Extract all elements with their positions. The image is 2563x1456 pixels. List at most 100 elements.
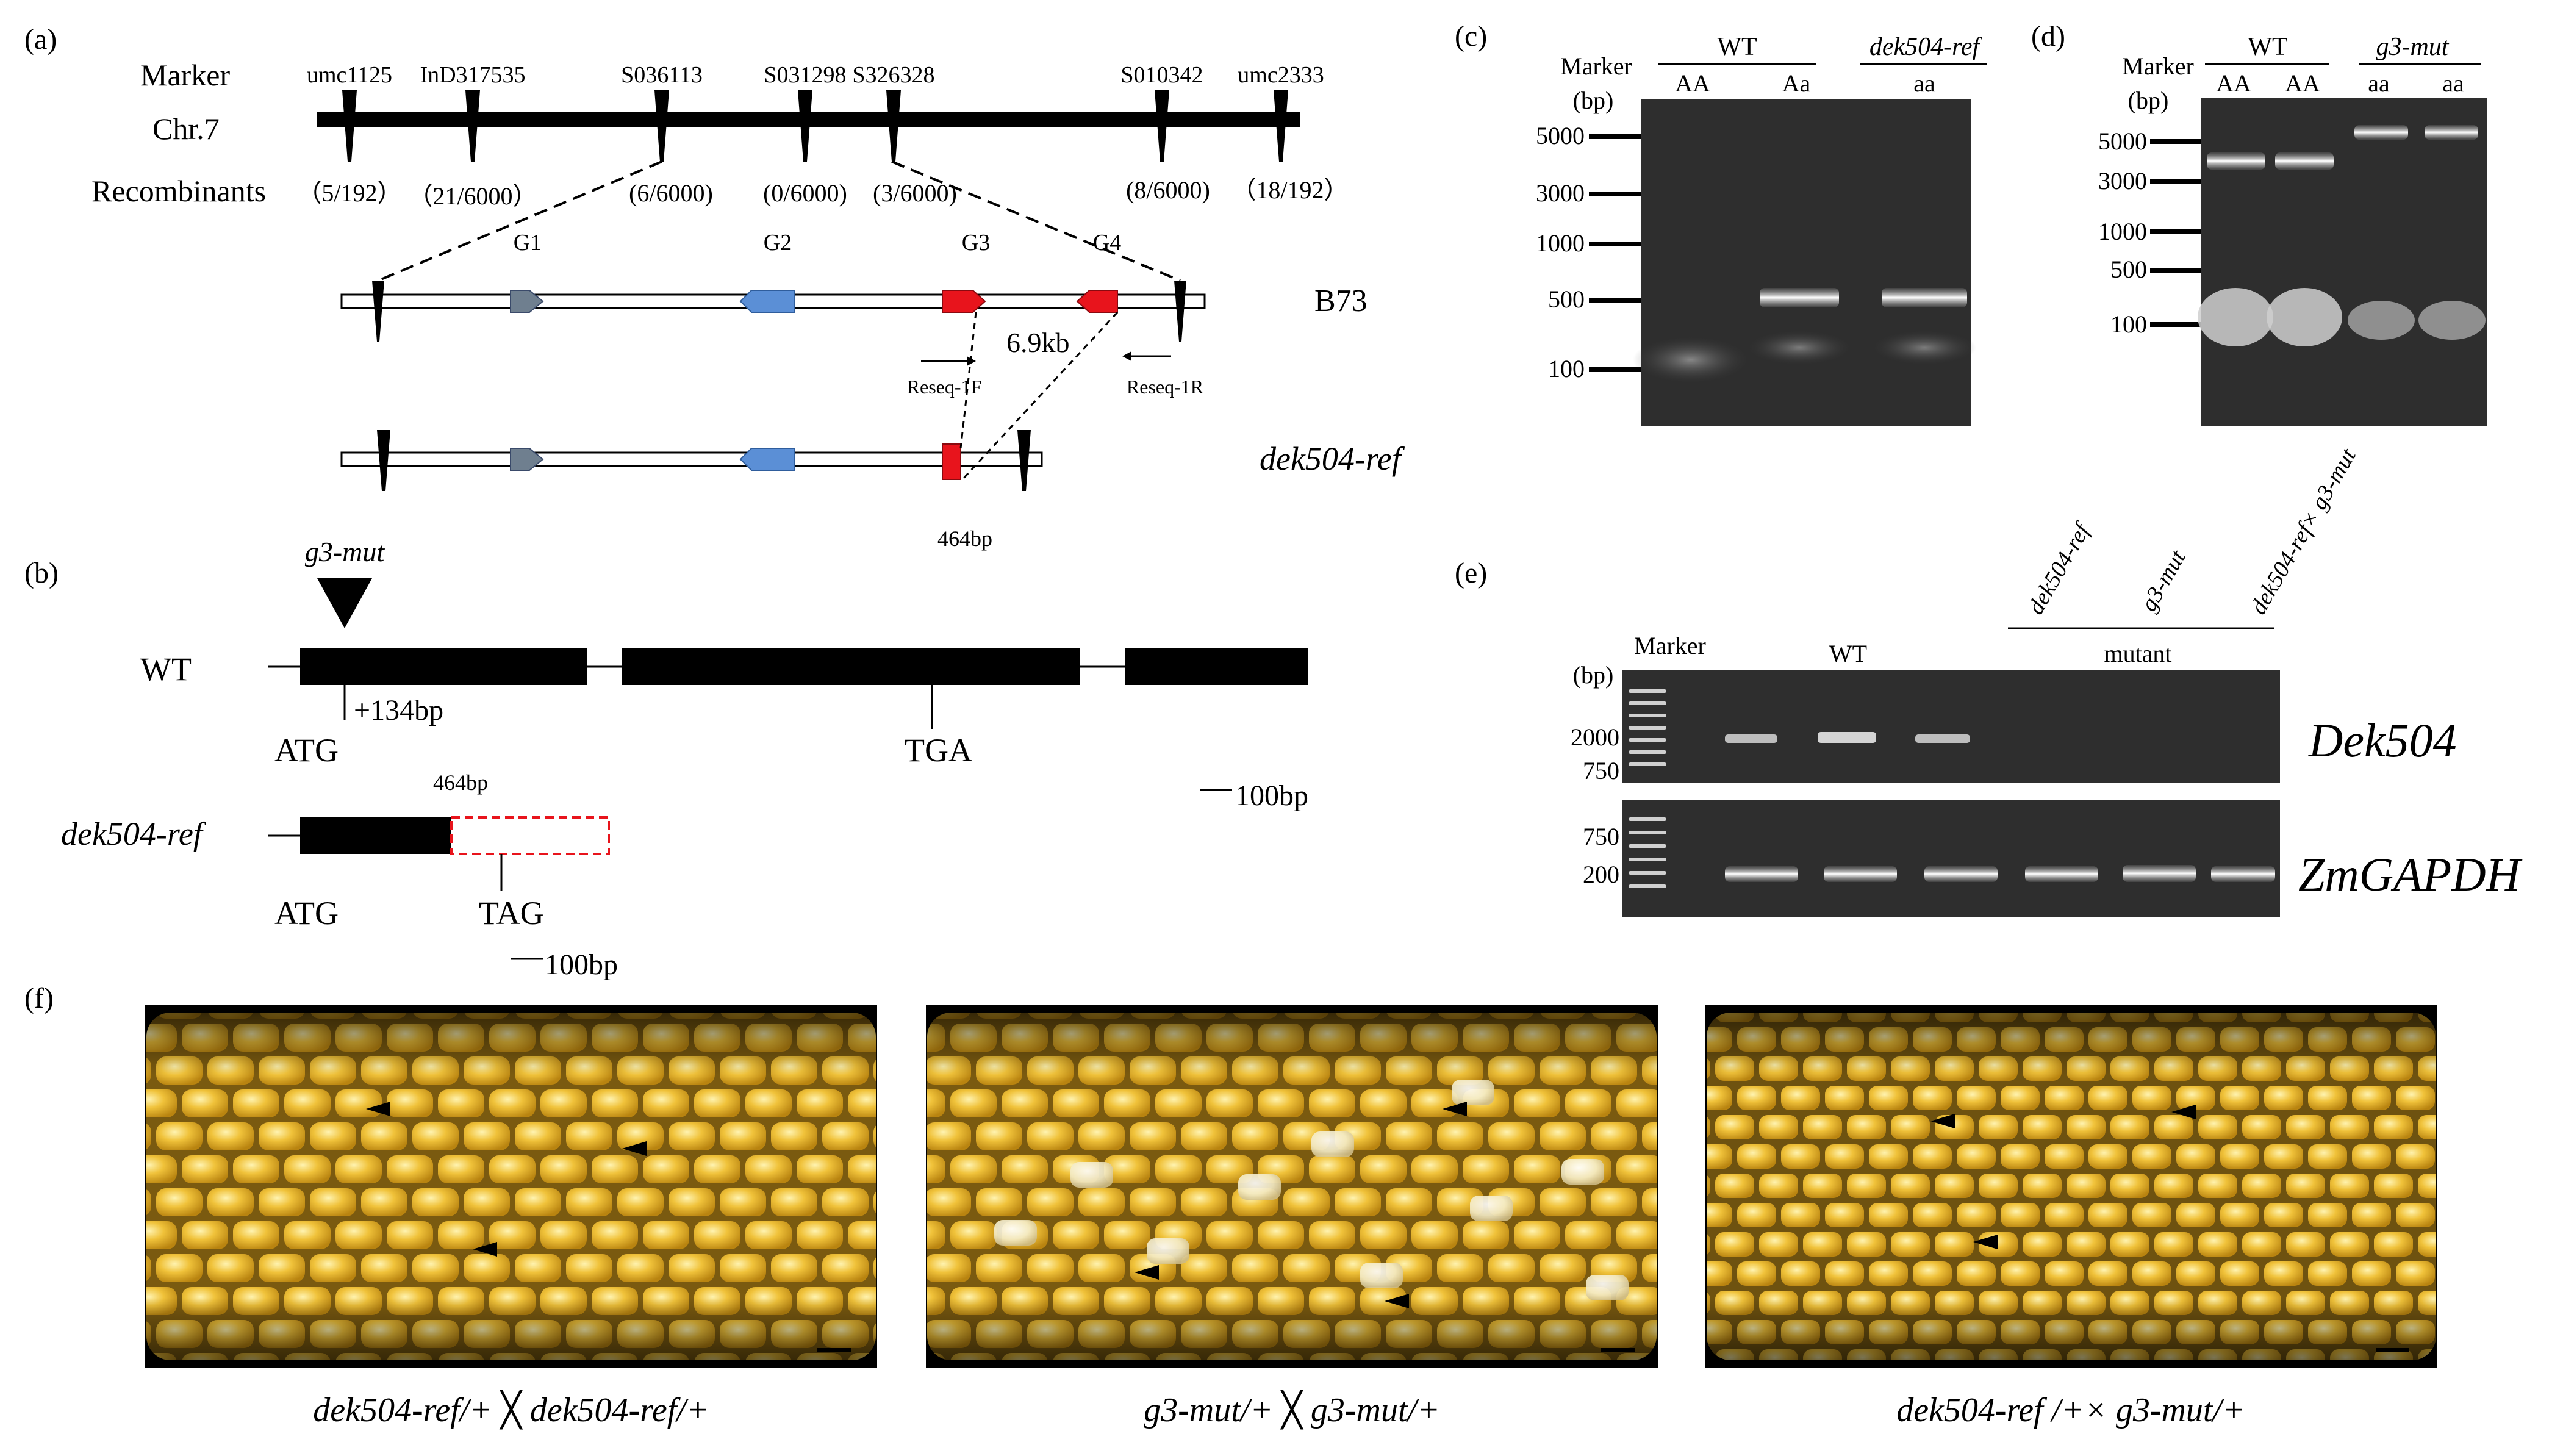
ladder-label: 3000 xyxy=(2098,167,2147,195)
gene-label: G3 xyxy=(962,230,990,256)
ear-caption: g3-mut/+ ╳ g3-mut/+ xyxy=(1144,1390,1440,1430)
wt-group-label: WT xyxy=(2248,33,2287,61)
mutant-group-label: g3-mut xyxy=(2376,33,2450,61)
marker-title: Marker xyxy=(2122,52,2194,80)
marker-name: S036113 xyxy=(621,62,703,88)
arrowhead-marker xyxy=(366,1102,390,1116)
mutant-lane-label: g3-mut xyxy=(2135,545,2191,615)
marker-name: S010342 xyxy=(1120,62,1203,88)
marker-name: umc1125 xyxy=(307,62,392,88)
gel-band xyxy=(1924,866,1998,882)
gel-band-smear xyxy=(2418,301,2486,340)
gel-band xyxy=(1882,288,1967,307)
gel-band xyxy=(1824,866,1897,882)
ladder-label: 5000 xyxy=(1536,122,1585,149)
mutant-start-codon: ATG xyxy=(274,895,339,931)
ladder-label: 100 xyxy=(1548,355,1585,382)
ladder-label: 5000 xyxy=(2098,127,2147,155)
ladder-label: 1000 xyxy=(1536,229,1585,257)
start-codon: ATG xyxy=(274,732,339,769)
mutant-stop-codon: TAG xyxy=(479,895,544,931)
gene-label: ZmGAPDH xyxy=(2298,848,2523,901)
gel-d xyxy=(2201,98,2487,426)
panel-a-label: (a) xyxy=(24,23,57,56)
panel-e: (e) Marker (bp) WT mutant dek504-ref g3-… xyxy=(1455,443,2523,917)
unit-label: (bp) xyxy=(2128,87,2169,114)
ladder-label: 2000 xyxy=(1571,723,1619,751)
panel-c: (c) Marker (bp) WT dek504-ref AA Aa aa 5… xyxy=(1455,20,1987,426)
ladder-label: 100 xyxy=(2110,310,2147,338)
wt-group-label: WT xyxy=(1717,33,1757,61)
mutant-length-label: 464bp xyxy=(433,770,488,795)
marker-name: S326328 xyxy=(852,62,934,88)
mutant-label: dek504-ref xyxy=(61,816,207,852)
gene-g4 xyxy=(1076,290,1118,313)
gel-band xyxy=(2025,866,2098,882)
recombinant-count: （5/192） xyxy=(297,179,401,207)
gel-band xyxy=(1725,866,1798,882)
mutant-size-label: 464bp xyxy=(937,526,992,551)
recombinant-count: (0/6000) xyxy=(763,179,847,207)
gene-g1 xyxy=(510,290,544,313)
ladder-label: 200 xyxy=(1583,861,1619,888)
unit-label: (bp) xyxy=(1573,661,1614,689)
ear-caption: dek504-ref/+ ╳ dek504-ref/+ xyxy=(313,1390,709,1430)
panel-e-label: (e) xyxy=(1455,557,1487,589)
mutant-region-bar xyxy=(340,451,1043,467)
gene-g3 xyxy=(942,290,986,313)
insertion-triangle xyxy=(317,578,372,628)
scale-label: 100bp xyxy=(1235,780,1308,812)
chr-label: Chr.7 xyxy=(152,112,220,146)
deletion-line xyxy=(961,311,1119,481)
wt-exon-2 xyxy=(622,648,1080,685)
gene-label: G4 xyxy=(1093,230,1121,256)
gel-band-smear xyxy=(1873,331,1976,365)
ladder-bands xyxy=(1629,817,1666,888)
b73-right-boundary xyxy=(1174,281,1186,342)
panel-d-label: (d) xyxy=(2031,20,2065,52)
mutant-right-boundary xyxy=(1017,430,1031,491)
recombinant-count: （21/6000） xyxy=(408,182,537,210)
gel-band xyxy=(2207,152,2265,170)
gel-band-smear xyxy=(2348,301,2415,340)
mutant-lane-label: dek504-ref× g3-mut xyxy=(2245,443,2361,619)
insert-pos-label: +134bp xyxy=(354,694,443,726)
mutant-gene-g3-remnant xyxy=(942,443,961,480)
lane-label: aa xyxy=(1913,70,1935,97)
ladder-bands xyxy=(1629,689,1666,766)
mutant-lane-label: dek504-ref xyxy=(2023,517,2096,619)
insertion-label: g3-mut xyxy=(305,536,385,567)
deletion-size-label: 6.9kb xyxy=(1006,327,1070,358)
primer-r-label: Reseq-1R xyxy=(1127,376,1204,398)
arrowhead-marker xyxy=(473,1242,497,1257)
lane-label: Aa xyxy=(1782,70,1811,97)
ladder-label: 500 xyxy=(2110,256,2147,283)
recombinant-count: (8/6000) xyxy=(1126,176,1210,204)
gel-band-smear xyxy=(2267,288,2342,346)
gel-band xyxy=(1760,288,1839,307)
gel-band-smear xyxy=(1747,331,1851,365)
arrowhead-marker xyxy=(1135,1265,1159,1280)
ladder-label: 500 xyxy=(1548,285,1585,313)
unit-label: (bp) xyxy=(1573,87,1614,114)
lane-label: AA xyxy=(2216,70,2251,97)
arrowhead-marker xyxy=(622,1141,647,1156)
ear-photo-2 xyxy=(926,1005,1658,1368)
gel-band xyxy=(1818,732,1876,743)
ear-photo-3 xyxy=(1705,1005,2437,1368)
marker-ticks xyxy=(342,90,1288,162)
gel-band xyxy=(2275,152,2334,170)
lane-label: AA xyxy=(1675,70,1710,97)
gel-band-smear xyxy=(2198,288,2273,346)
gene-label: G2 xyxy=(764,230,792,256)
wt-label: WT xyxy=(1829,640,1867,667)
lane-label: AA xyxy=(2285,70,2320,97)
mutant-scale-label: 100bp xyxy=(545,949,618,981)
ladder-label: 3000 xyxy=(1536,179,1585,207)
arrowhead-marker xyxy=(1443,1102,1467,1116)
recombinant-count: （18/192） xyxy=(1231,176,1348,204)
b73-label: B73 xyxy=(1314,284,1368,318)
arrowhead-marker xyxy=(1385,1294,1409,1308)
arrowhead-marker xyxy=(1930,1114,1955,1128)
